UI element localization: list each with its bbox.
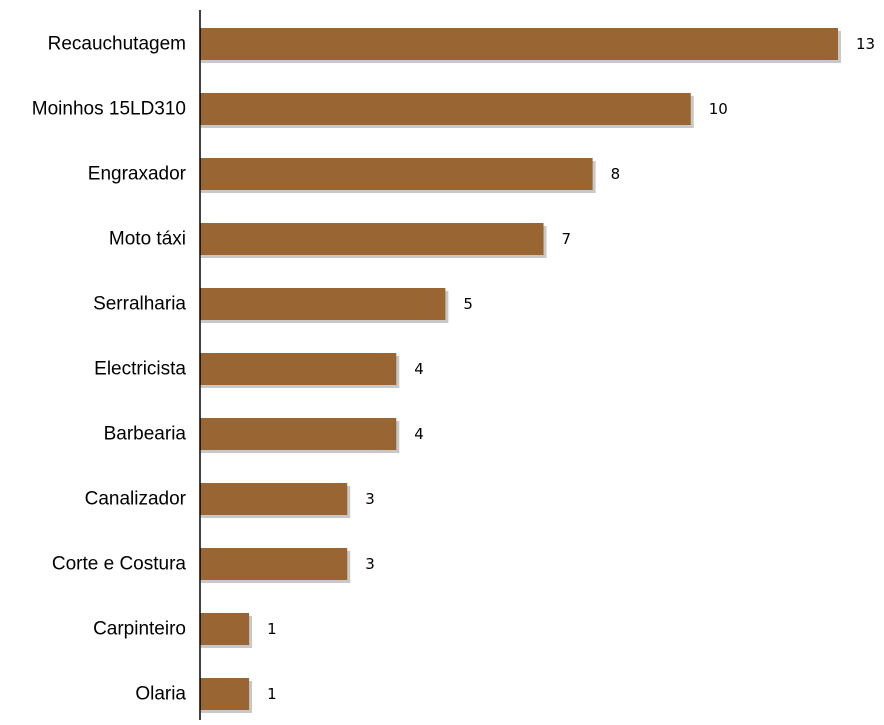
value-label: 7: [562, 230, 572, 248]
category-label: Moto táxi: [109, 229, 186, 250]
bar: [200, 353, 397, 385]
bar: [200, 93, 691, 125]
value-label: 1: [267, 685, 277, 703]
bar: [200, 613, 250, 645]
bar: [200, 28, 838, 60]
category-label: Olaria: [135, 684, 186, 705]
category-label: Canalizador: [85, 489, 187, 510]
bar: [200, 483, 348, 515]
category-label: Moinhos 15LD310: [32, 99, 186, 120]
bar: [200, 158, 593, 190]
value-label: 4: [414, 425, 424, 443]
bar: [200, 288, 446, 320]
bars-layer: [200, 28, 841, 713]
bar: [200, 678, 250, 710]
category-label: Recauchutagem: [48, 34, 186, 55]
bar: [200, 548, 348, 580]
bar: [200, 418, 397, 450]
value-label: 1: [267, 620, 277, 638]
value-label: 3: [365, 555, 375, 573]
category-label: Electricista: [94, 359, 186, 380]
category-label: Corte e Costura: [52, 554, 187, 575]
category-label: Engraxador: [88, 164, 187, 185]
category-label: Barbearia: [104, 424, 187, 445]
value-label: 4: [414, 360, 424, 378]
category-label: Carpinteiro: [93, 619, 186, 640]
value-label: 13: [856, 35, 875, 53]
value-label: 5: [463, 295, 473, 313]
value-label: 10: [709, 100, 728, 118]
value-label: 8: [611, 165, 621, 183]
bar: [200, 223, 544, 255]
category-label: Serralharia: [93, 294, 186, 315]
value-label: 3: [365, 490, 375, 508]
